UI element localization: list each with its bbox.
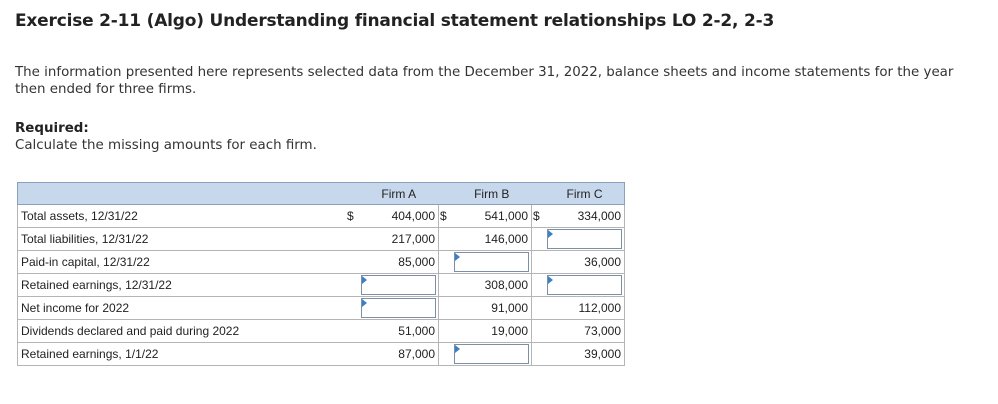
- row-label: Retained earnings, 1/1/22: [17, 342, 346, 366]
- amount-value-firm-a: 404,000: [391, 209, 435, 223]
- value-cell: 404,000: [361, 204, 439, 228]
- answer-input-firm-c[interactable]: [547, 275, 622, 295]
- table-row: Net income for 2022 91,000 112,000: [17, 296, 625, 320]
- answer-input-firm-a[interactable]: [361, 298, 436, 318]
- value-cell: 146,000: [454, 227, 532, 251]
- required-label: Required:: [15, 121, 89, 136]
- value-cell: 334,000: [547, 204, 625, 228]
- currency-symbol: $: [531, 204, 547, 228]
- answer-input-firm-a[interactable]: [361, 275, 436, 295]
- row-label: Net income for 2022: [17, 296, 346, 320]
- column-header-firm-b: Firm B: [454, 182, 532, 205]
- amount-value-firm-b: 146,000: [484, 232, 528, 246]
- input-marker-icon: [362, 299, 367, 307]
- amount-value-firm-c: 112,000: [578, 301, 622, 315]
- value-cell: 39,000: [547, 342, 625, 366]
- value-cell: 73,000: [547, 319, 625, 343]
- currency-symbol: $: [346, 204, 361, 228]
- amount-value-firm-c: 39,000: [584, 347, 621, 361]
- value-cell: 85,000: [361, 250, 439, 274]
- amount-value-firm-a: 87,000: [398, 347, 435, 361]
- header-label-cell: [17, 182, 346, 205]
- table-header-row: Firm A Firm B Firm C: [17, 182, 625, 205]
- input-cell: [547, 273, 625, 297]
- row-label: Dividends declared and paid during 2022: [17, 319, 346, 343]
- row-label: Total liabilities, 12/31/22: [17, 227, 346, 251]
- amount-value-firm-b: 308,000: [484, 278, 528, 292]
- value-cell: 217,000: [361, 227, 439, 251]
- table-row: Dividends declared and paid during 2022 5…: [17, 319, 625, 343]
- input-cell: [547, 227, 625, 251]
- value-cell: 51,000: [361, 319, 439, 343]
- amount-value-firm-c: 334,000: [577, 209, 621, 223]
- table-row: Total liabilities, 12/31/22 217,000 146,00…: [17, 227, 625, 251]
- input-marker-icon: [548, 230, 553, 238]
- value-cell: 541,000: [454, 204, 532, 228]
- value-cell: 91,000: [454, 296, 532, 320]
- table-row: Retained earnings, 1/1/22 87,000 39,000: [17, 342, 625, 366]
- amount-value-firm-a: 85,000: [398, 255, 435, 269]
- answer-input-firm-c[interactable]: [547, 229, 622, 249]
- value-cell: 19,000: [454, 319, 532, 343]
- value-cell: 87,000: [361, 342, 439, 366]
- intro-paragraph: The information presented here represent…: [15, 65, 954, 97]
- input-marker-icon: [362, 276, 367, 284]
- answer-input-firm-b[interactable]: [454, 252, 529, 272]
- currency-symbol: $: [438, 204, 454, 228]
- value-cell: 36,000: [547, 250, 625, 274]
- amount-value-firm-b: 541,000: [484, 209, 528, 223]
- required-instructions: Calculate the missing amounts for each f…: [15, 138, 317, 153]
- input-marker-icon: [455, 253, 460, 261]
- input-cell: [361, 296, 439, 320]
- column-header-firm-c: Firm C: [547, 182, 625, 205]
- amount-value-firm-b: 19,000: [491, 324, 528, 338]
- value-cell: 112,000: [547, 296, 625, 320]
- amount-value-firm-c: 36,000: [584, 255, 621, 269]
- value-cell: 308,000: [454, 273, 532, 297]
- column-header-firm-a: Firm A: [361, 182, 439, 205]
- table-row: Retained earnings, 12/31/22 308,000: [17, 273, 625, 297]
- input-cell: [454, 250, 532, 274]
- amount-value-firm-c: 73,000: [584, 324, 621, 338]
- input-marker-icon: [548, 276, 553, 284]
- input-cell: [454, 342, 532, 366]
- input-cell: [361, 273, 439, 297]
- amount-value-firm-a: 217,000: [391, 232, 435, 246]
- amount-value-firm-b: 91,000: [491, 301, 528, 315]
- row-label: Total assets, 12/31/22: [17, 204, 346, 228]
- table-row: Paid-in capital, 12/31/22 85,000 36,000: [17, 250, 625, 274]
- answer-input-firm-b[interactable]: [454, 344, 529, 364]
- table-row: Total assets, 12/31/22 $404,000 $541,000 $3…: [17, 204, 625, 228]
- amount-value-firm-a: 51,000: [398, 324, 435, 338]
- financial-data-table: Firm A Firm B Firm C Total assets, 12/31…: [17, 182, 625, 366]
- row-label: Retained earnings, 12/31/22: [17, 273, 346, 297]
- input-marker-icon: [455, 345, 460, 353]
- row-label: Paid-in capital, 12/31/22: [17, 250, 346, 274]
- exercise-title: Exercise 2-11 (Algo) Understanding finan…: [15, 11, 775, 31]
